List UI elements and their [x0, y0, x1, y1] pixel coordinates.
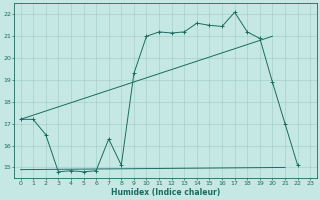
- X-axis label: Humidex (Indice chaleur): Humidex (Indice chaleur): [111, 188, 220, 197]
